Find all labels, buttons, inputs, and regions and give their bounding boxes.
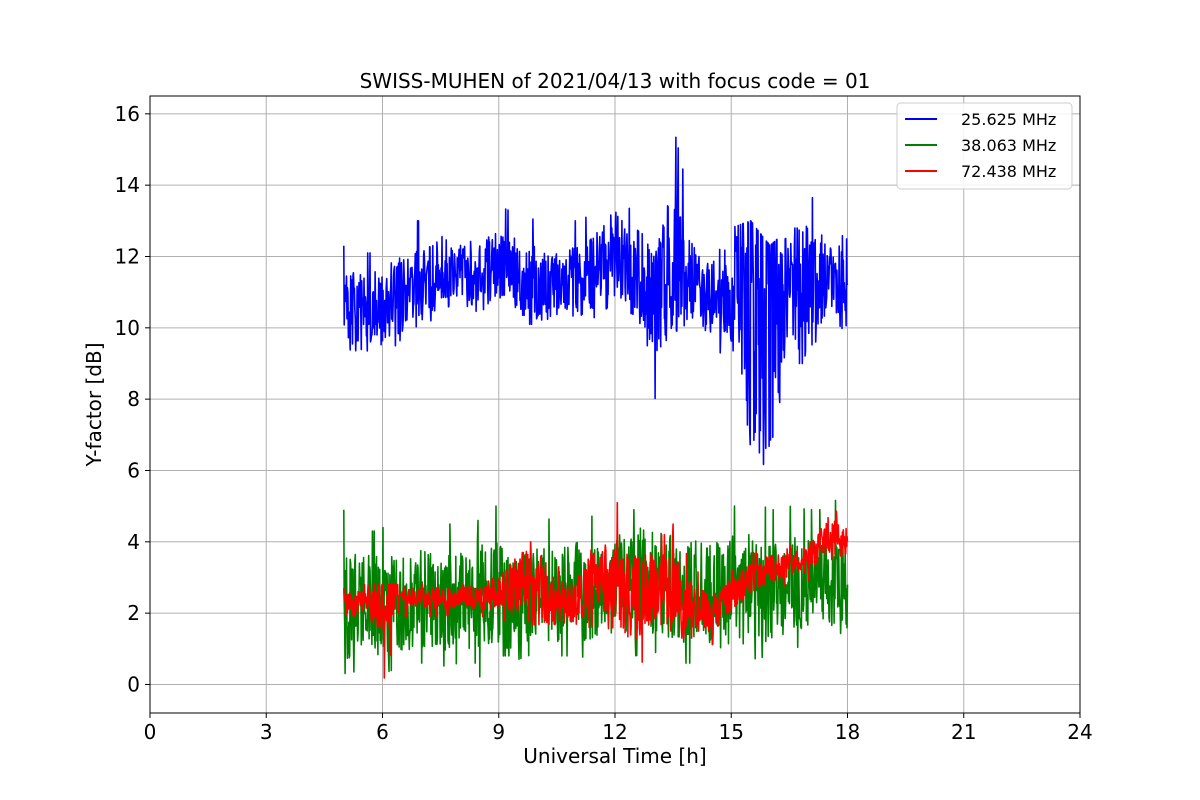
y-tick-label: 14 xyxy=(115,173,140,197)
y-tick-label: 4 xyxy=(127,530,140,554)
x-tick-label: 0 xyxy=(144,720,157,744)
chart-title: SWISS-MUHEN of 2021/04/13 with focus cod… xyxy=(360,69,871,93)
x-tick-label: 15 xyxy=(719,720,744,744)
x-tick-label: 21 xyxy=(951,720,976,744)
series-line-3 xyxy=(343,501,849,679)
y-axis-label: Y-factor [dB] xyxy=(82,342,106,467)
y-tick-label: 6 xyxy=(127,458,140,482)
legend-entry: 25.625 MHz xyxy=(961,110,1056,129)
y-tick-label: 10 xyxy=(115,316,140,340)
x-tick-label: 6 xyxy=(376,720,389,744)
x-tick-label: 18 xyxy=(835,720,860,744)
x-tick-label: 12 xyxy=(602,720,627,744)
x-axis-label: Universal Time [h] xyxy=(523,744,706,768)
y-tick-label: 0 xyxy=(127,672,140,696)
series-line-2 xyxy=(342,499,849,678)
legend-entry: 72.438 MHz xyxy=(961,162,1056,181)
series-group xyxy=(342,136,849,679)
legend: 25.625 MHz 38.063 MHz 72.438 MHz xyxy=(896,102,1073,190)
y-tick-label: 12 xyxy=(115,244,140,268)
y-tick-label: 16 xyxy=(115,102,140,126)
y-tick-label: 8 xyxy=(127,387,140,411)
legend-box xyxy=(896,102,1073,190)
x-tick-label: 9 xyxy=(492,720,505,744)
legend-entry: 38.063 MHz xyxy=(961,136,1056,155)
x-tick-label: 24 xyxy=(1067,720,1092,744)
series-line-1 xyxy=(342,136,849,466)
x-tick-label: 3 xyxy=(260,720,273,744)
y-tick-label: 2 xyxy=(127,601,140,625)
